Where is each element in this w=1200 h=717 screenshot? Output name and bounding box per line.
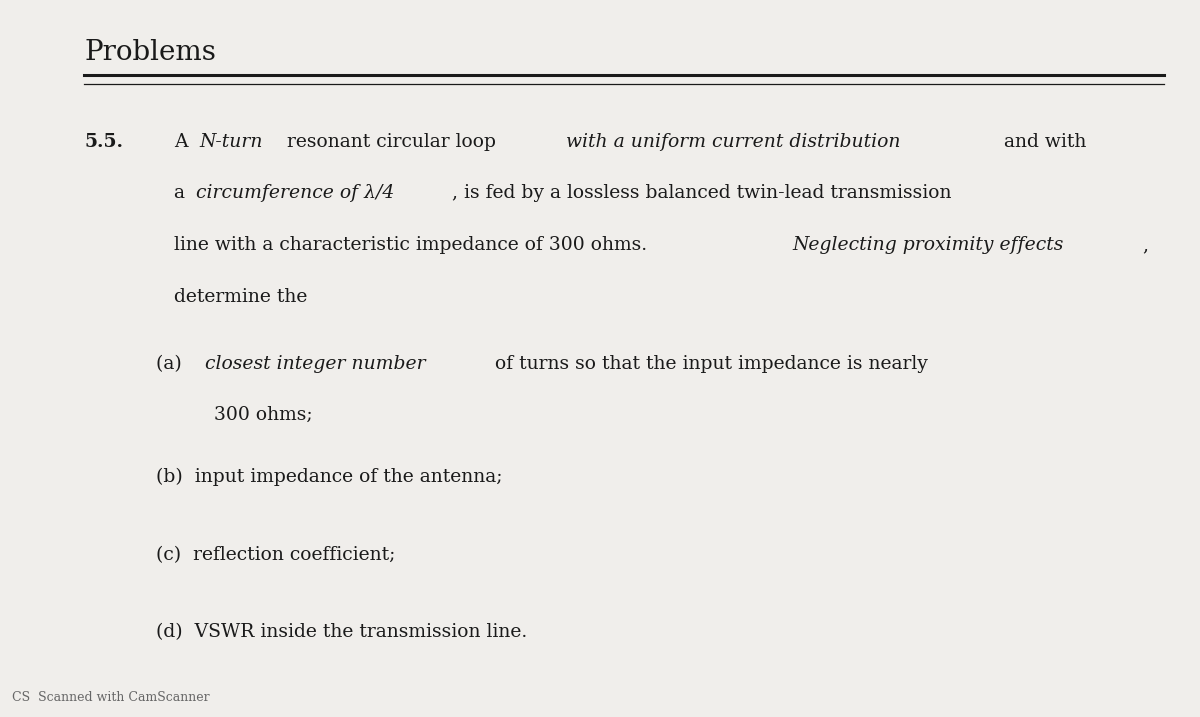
Text: circumference of λ/4: circumference of λ/4 (196, 184, 394, 202)
Text: (d)  VSWR inside the transmission line.: (d) VSWR inside the transmission line. (156, 623, 527, 641)
Text: of turns so that the input impedance is nearly: of turns so that the input impedance is … (490, 355, 929, 373)
Text: (c)  reflection coefficient;: (c) reflection coefficient; (156, 546, 395, 564)
Text: N-turn: N-turn (199, 133, 263, 151)
Text: line with a characteristic impedance of 300 ohms.: line with a characteristic impedance of … (174, 236, 653, 254)
Text: ,: , (1142, 236, 1148, 254)
Text: with a uniform current distribution: with a uniform current distribution (566, 133, 901, 151)
Text: closest integer number: closest integer number (205, 355, 425, 373)
Text: A: A (174, 133, 193, 151)
Text: Problems: Problems (84, 39, 216, 67)
Text: a: a (174, 184, 191, 202)
Text: 5.5.: 5.5. (84, 133, 124, 151)
Text: Neglecting proximity effects: Neglecting proximity effects (792, 236, 1063, 254)
Text: 300 ohms;: 300 ohms; (214, 407, 312, 424)
Text: (a): (a) (156, 355, 193, 373)
Text: determine the: determine the (174, 288, 307, 305)
Text: (b)  input impedance of the antenna;: (b) input impedance of the antenna; (156, 468, 503, 486)
Text: and with: and with (998, 133, 1086, 151)
Text: , is fed by a lossless balanced twin-lead transmission: , is fed by a lossless balanced twin-lea… (451, 184, 952, 202)
Text: CS  Scanned with CamScanner: CS Scanned with CamScanner (12, 691, 210, 704)
Text: resonant circular loop: resonant circular loop (281, 133, 502, 151)
